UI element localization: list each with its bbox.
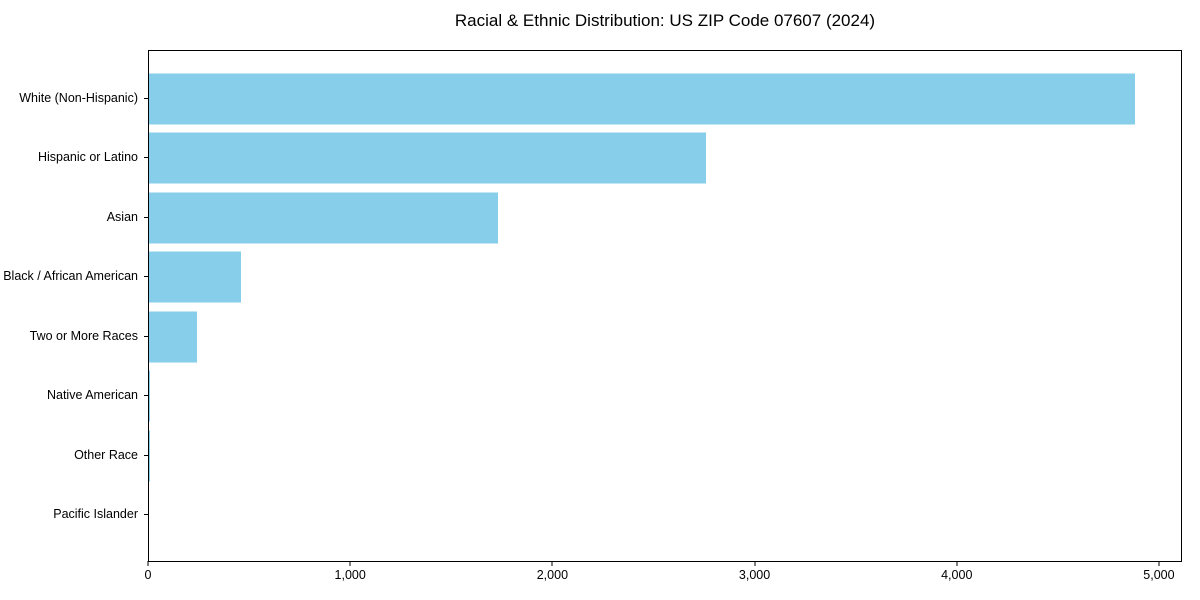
y-axis-label: Asian (106, 209, 138, 224)
x-axis: 0 1,000 2,000 3,000 4,000 5,000 (144, 561, 1182, 592)
bar-row (149, 486, 1181, 546)
bar (149, 251, 241, 303)
bar-row (149, 248, 1181, 308)
y-axis-label: Other Race (74, 447, 138, 462)
plot-area (148, 50, 1182, 562)
y-axis-labels: White (Non-Hispanic) Hispanic or Latino As… (0, 50, 148, 562)
x-axis-tick-label: 2,000 (536, 568, 569, 582)
y-axis-tick (144, 454, 148, 456)
y-axis-tick (144, 514, 148, 516)
x-axis-tick-label: 5,000 (1143, 568, 1175, 582)
bar-row (149, 367, 1181, 427)
bar-row (149, 69, 1181, 129)
y-label-row: Asian (0, 187, 148, 247)
bar (149, 370, 150, 422)
y-axis-label: Black / African American (3, 269, 138, 284)
y-label-row: Pacific Islander (0, 485, 148, 545)
x-axis-tick-label: 4,000 (941, 568, 973, 582)
y-label-row: Hispanic or Latino (0, 128, 148, 188)
y-axis-tick (144, 97, 148, 99)
y-axis-tick (144, 395, 148, 397)
y-axis-tick (144, 216, 148, 218)
x-axis-tick-label: 3,000 (738, 568, 771, 582)
chart-title: Racial & Ethnic Distribution: US ZIP Cod… (454, 11, 876, 30)
x-axis-tick (349, 561, 351, 566)
y-label-row: Black / African American (0, 247, 148, 307)
bar (149, 132, 706, 184)
y-axis-label: Native American (46, 388, 138, 403)
y-axis-tick (144, 276, 148, 278)
bar (149, 311, 198, 363)
bar-row (149, 188, 1181, 248)
y-axis-label: Pacific Islander (53, 507, 138, 522)
bar (149, 192, 499, 244)
x-axis-tick (147, 561, 149, 566)
y-axis-tick (144, 335, 148, 337)
y-axis-label: Two or More Races (29, 328, 138, 343)
y-axis-label: White (Non-Hispanic) (19, 90, 138, 105)
bar-row (149, 426, 1181, 486)
x-axis-tick (754, 561, 756, 566)
x-axis-tick (956, 561, 958, 566)
y-label-row: White (Non-Hispanic) (0, 68, 148, 128)
y-axis-tick (144, 157, 148, 159)
bar-row (149, 129, 1181, 189)
x-axis-tick-label: 1,000 (334, 568, 366, 582)
x-axis-tick (551, 561, 553, 566)
bar-row (149, 307, 1181, 367)
y-label-row: Two or More Races (0, 306, 148, 366)
y-label-row: Native American (0, 366, 148, 426)
y-axis-label: Hispanic or Latino (37, 150, 138, 165)
bar (149, 430, 150, 482)
bar (149, 73, 1135, 125)
x-axis-tick (1158, 561, 1160, 566)
x-axis-tick-label: 0 (144, 568, 152, 582)
y-label-row: Other Race (0, 425, 148, 485)
